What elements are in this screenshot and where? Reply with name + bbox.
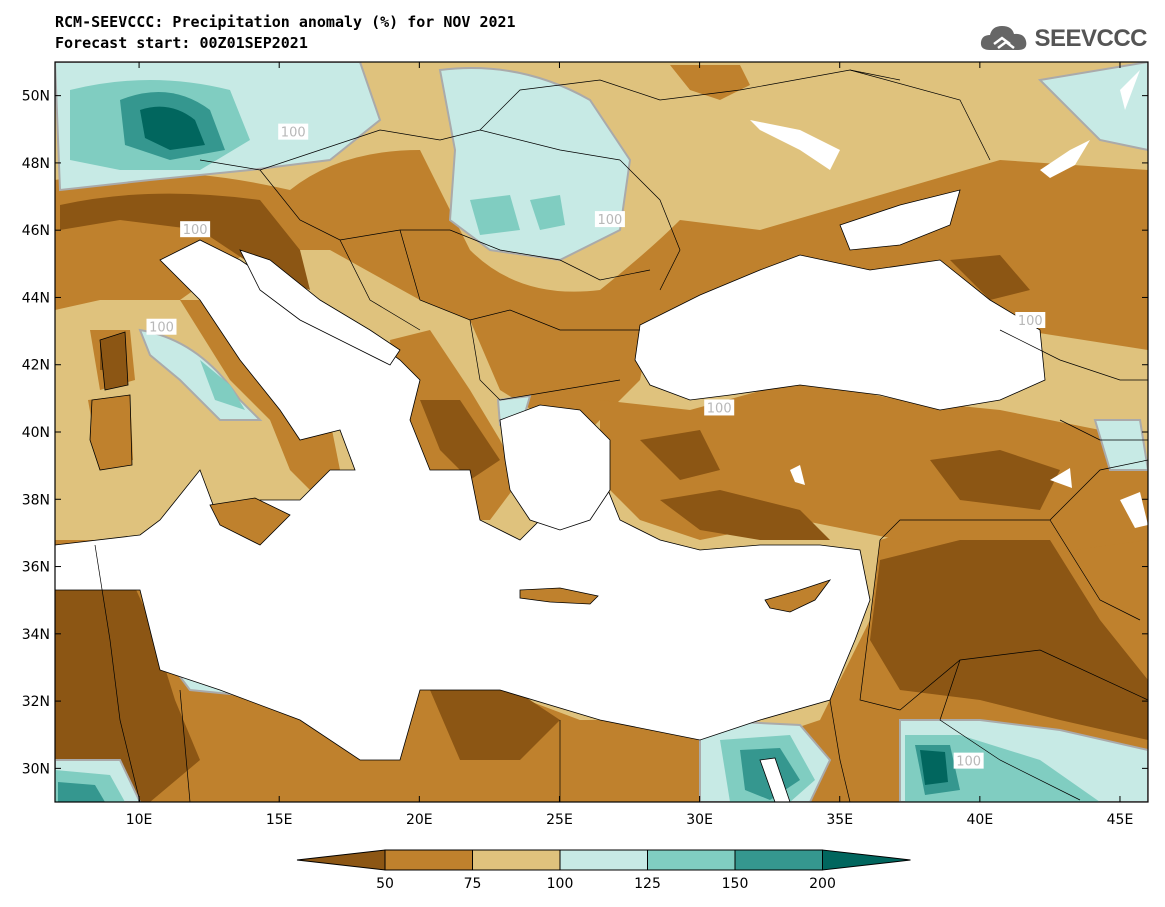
lon-tick-label: 25E	[546, 812, 573, 828]
colorbar-tick-label: 125	[634, 876, 661, 892]
colorbar: 50 75 100 125 150 200	[296, 849, 911, 892]
logo-text: SEEVCCC	[1034, 25, 1147, 52]
colorbar-segment	[472, 849, 561, 871]
colorbar-tick-label: 50	[376, 876, 394, 892]
colorbar-segment	[734, 849, 823, 871]
lon-tick-label: 10E	[126, 812, 153, 828]
contour-label: 100	[956, 755, 981, 770]
lat-tick-label: 34N	[22, 627, 50, 643]
lat-tick-label: 30N	[22, 761, 50, 777]
lat-tick-label: 44N	[22, 290, 50, 306]
title-line-2: Forecast start: 00Z01SEP2021	[55, 34, 308, 52]
contour-label: 100	[597, 213, 622, 228]
map-title: RCM-SEEVCCC: Precipitation anomaly (%) f…	[55, 12, 516, 54]
anomaly-above-200-regions	[140, 106, 948, 785]
colorbar-tick-label: 75	[464, 876, 482, 892]
adriatic-sea	[239, 249, 401, 366]
colorbar-segment	[384, 849, 473, 871]
contour-label: 100	[183, 223, 208, 238]
lat-tick-label: 40N	[22, 425, 50, 441]
lon-tick-label: 20E	[406, 812, 433, 828]
sea-of-azov	[839, 189, 961, 251]
cyprus	[764, 579, 832, 613]
mediterranean-sea	[55, 239, 871, 761]
lat-tick-label: 38N	[22, 492, 50, 508]
lat-tick-label: 42N	[22, 358, 50, 374]
red-sea-tip	[759, 757, 791, 802]
contour-label: 100	[707, 401, 732, 416]
sardinia	[89, 394, 133, 471]
contour-label-bg	[278, 123, 309, 140]
longitude-axis: 10E 15E 20E 25E 30E 35E 40E 45E	[126, 62, 1134, 828]
contour-label: 100	[281, 126, 306, 141]
contour-label-bg	[704, 399, 735, 416]
lon-tick-label: 15E	[266, 812, 293, 828]
lat-tick-label: 36N	[22, 560, 50, 576]
contour-label-bg	[1015, 312, 1046, 328]
lat-tick-label: 48N	[22, 156, 50, 172]
contour-label-bg	[594, 211, 625, 228]
country-borders	[94, 69, 1148, 802]
sea-mask	[55, 189, 1046, 802]
colorbar-segment	[647, 849, 736, 871]
cloud-icon	[981, 26, 1027, 50]
lon-tick-label: 45E	[1107, 812, 1134, 828]
contour-label-bg	[146, 318, 177, 335]
lon-tick-label: 40E	[967, 812, 994, 828]
lon-tick-label: 35E	[826, 812, 853, 828]
contour-label-bg	[953, 752, 984, 769]
anomaly-below-50-regions	[55, 193, 1148, 802]
title-line-1: RCM-SEEVCCC: Precipitation anomaly (%) f…	[55, 13, 516, 31]
contour-label: 100	[1018, 314, 1043, 329]
contour-label: 100	[149, 321, 174, 336]
latitude-axis: 30N 32N 34N 36N 38N 40N 42N 44N 46N 48N 50N	[22, 89, 1148, 777]
colorbar-tick-label: 150	[722, 876, 749, 892]
sicily	[209, 497, 291, 546]
colorbar-tick-label: 100	[547, 876, 574, 892]
lat-tick-label: 50N	[22, 89, 50, 105]
seevccc-logo: SEEVCCC	[978, 22, 1147, 56]
lon-tick-label: 30E	[686, 812, 713, 828]
lat-tick-label: 32N	[22, 694, 50, 710]
contour-label-bg	[180, 221, 211, 238]
colorbar-tick-label: 200	[809, 876, 836, 892]
colorbar-left-arrow	[296, 849, 386, 871]
crete	[519, 587, 599, 605]
islands	[89, 331, 832, 613]
colorbar-segment	[559, 849, 648, 871]
corsica	[99, 331, 129, 391]
contour-labels: 100 100 100 100 100 100 100	[146, 123, 1046, 770]
missing-data-patches	[750, 70, 1148, 528]
map-area: 100 100 100 100 100 100 100	[55, 62, 1148, 802]
colorbar-right-arrow	[822, 849, 911, 871]
lat-tick-label: 46N	[22, 223, 50, 239]
aegean-sea	[499, 404, 611, 531]
black-sea	[634, 254, 1046, 411]
